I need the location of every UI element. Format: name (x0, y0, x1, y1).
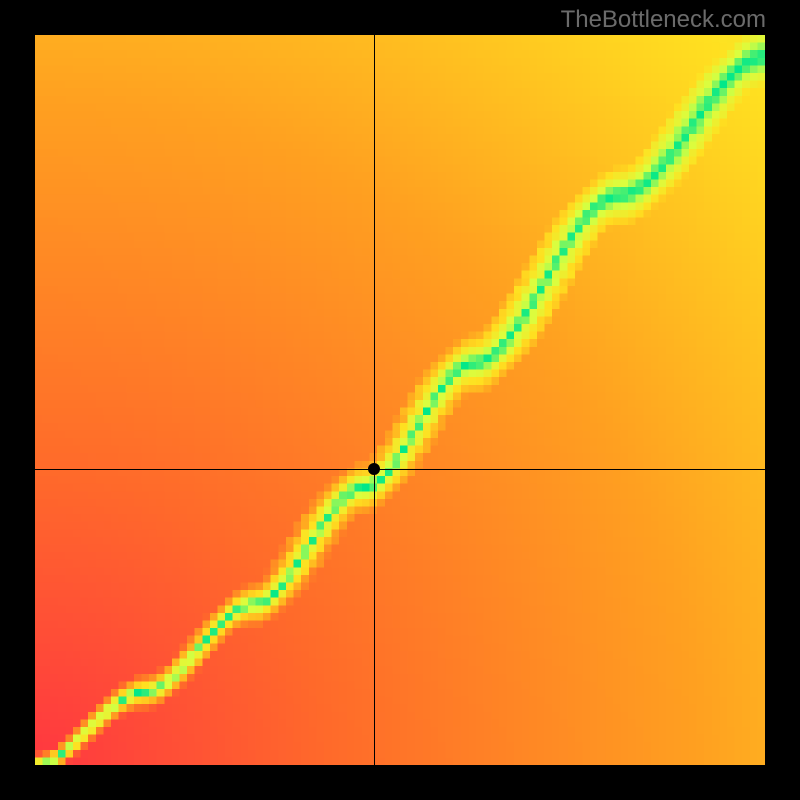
crosshair-vertical (374, 35, 375, 765)
watermark-text: TheBottleneck.com (561, 6, 766, 34)
bottleneck-heatmap (35, 35, 765, 765)
selected-point-marker (368, 463, 380, 475)
crosshair-horizontal (35, 469, 765, 470)
chart-container: TheBottleneck.com (0, 0, 800, 800)
